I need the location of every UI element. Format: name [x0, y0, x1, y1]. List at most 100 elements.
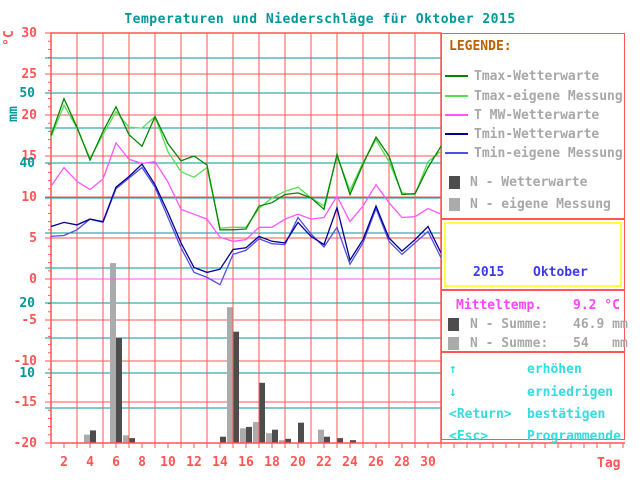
- temp-axis-label: 10: [21, 190, 37, 205]
- precip-sum-wetterwarte-row: N - Summe: 46.9 mm: [442, 317, 628, 333]
- precip-sum-label: N - Summe:: [470, 336, 549, 351]
- precip-axis-label: 20: [19, 296, 35, 311]
- legend-label: Tmin-Wetterwarte: [474, 126, 600, 142]
- tmin-wetterwarte-line-swatch: [445, 133, 468, 135]
- esc-key-label: <Esc>: [449, 429, 489, 444]
- precip-bar-wetterwarte: [324, 436, 330, 443]
- precip-bar-wetterwarte: [116, 338, 122, 443]
- page-title: Temperaturen und Niederschläge für Oktob…: [124, 12, 516, 27]
- key-hint-confirm: <Return> bestätigen: [449, 407, 606, 422]
- series-line-T-MW-Wetterwarte: [50, 141, 442, 242]
- arrow-down-icon: ↓: [449, 385, 457, 400]
- precip-sum-wetterwarte-value: 46.9 mm: [573, 317, 628, 332]
- day-axis-label: 28: [394, 455, 410, 470]
- precip-gridlines: [51, 57, 441, 409]
- legend-label: Tmax-eigene Messung: [474, 88, 623, 104]
- precip-sum-label: N - Summe:: [470, 317, 549, 332]
- precip-bar-eigene: [279, 440, 285, 443]
- temp-axis-label: 25: [21, 67, 37, 82]
- precip-bar-eigene: [227, 307, 233, 443]
- legend-label: N - Wetterwarte: [470, 174, 588, 190]
- day-axis-label: 30: [420, 455, 436, 470]
- key-hint-increase: ↑ erhöhen: [449, 362, 582, 377]
- keyboard-hints-panel: ↑ erhöhen ↓ erniedrigen <Return> bestäti…: [441, 352, 625, 444]
- stats-panel: Mitteltemp. 9.2 °C N - Summe: 46.9 mm N …: [441, 290, 628, 352]
- month-value: Oktober: [533, 265, 588, 280]
- legend-label: T MW-Wetterwarte: [474, 107, 600, 123]
- year-value: 2015: [473, 265, 505, 280]
- key-action-label: bestätigen: [527, 407, 606, 422]
- temp-unit-label: °C: [2, 30, 17, 46]
- precip-bar-wetterwarte: [233, 331, 239, 443]
- precip-sum-eigene-value: 54 mm: [573, 336, 628, 351]
- month-year-panel: 2015 Oktober: [441, 219, 625, 290]
- arrow-up-icon: ↑: [449, 362, 457, 377]
- precip-axis-label: 40: [19, 156, 35, 171]
- day-axis-label: 22: [316, 455, 332, 470]
- temp-axis-label: 20: [21, 108, 37, 123]
- n-wetterwarte-bar-swatch: [449, 175, 460, 189]
- precip-bar-eigene: [110, 263, 116, 443]
- key-action-label: erhöhen: [527, 362, 582, 377]
- precip-axis-label: 10: [19, 366, 35, 381]
- key-hint-exit: <Esc> Programmende: [449, 429, 621, 444]
- precip-bar-wetterwarte: [246, 426, 252, 443]
- precip-unit-label: mm: [6, 106, 21, 122]
- tmin-eigene-line-swatch: [445, 152, 468, 154]
- day-axis-label: 8: [138, 455, 146, 470]
- series-line-Tmax-eigene-Messung: [50, 103, 442, 229]
- mean-temp-row: Mitteltemp. 9.2 °C: [442, 298, 624, 314]
- legend-title: LEGENDE:: [449, 39, 512, 54]
- temp-axis-label: 30: [21, 26, 37, 41]
- temp-axis-label: -15: [14, 395, 37, 410]
- legend-item-tmax-wetterwarte: Tmax-Wetterwarte: [445, 68, 599, 84]
- legend-item-n-eigene: N - eigene Messung: [445, 196, 611, 212]
- mean-temp-label: Mitteltemp.: [456, 298, 543, 313]
- temp-axis-label: 0: [29, 272, 37, 287]
- day-axis-label: 16: [238, 455, 254, 470]
- day-axis-label: 26: [368, 455, 384, 470]
- return-key-label: <Return>: [449, 407, 512, 422]
- day-axis-label: 10: [160, 455, 176, 470]
- precip-bar-wetterwarte: [272, 429, 278, 443]
- precip-bar-wetterwarte: [298, 422, 304, 443]
- precip-bar-eigene: [266, 433, 272, 443]
- key-action-label: Programmende: [527, 429, 621, 444]
- legend-label: Tmax-Wetterwarte: [474, 68, 600, 84]
- day-axis-label: 14: [212, 455, 228, 470]
- month-year-inner-frame: 2015 Oktober: [444, 222, 622, 287]
- day-axis-label: 24: [342, 455, 358, 470]
- precip-bar-wetterwarte: [90, 430, 96, 443]
- tmax-wetterwarte-line-swatch: [445, 75, 468, 77]
- n-eigene-bar-swatch: [448, 337, 459, 350]
- precip-bar-eigene: [253, 422, 259, 443]
- day-axis-label: 2: [60, 455, 68, 470]
- x-axis-ticks: [50, 442, 625, 448]
- precip-bar-eigene: [123, 435, 129, 443]
- tmw-line-swatch: [445, 114, 468, 116]
- key-action-label: erniedrigen: [527, 385, 614, 400]
- n-wetterwarte-bar-swatch: [448, 318, 459, 331]
- precip-bar-eigene: [240, 428, 246, 443]
- day-axis-label: 12: [186, 455, 202, 470]
- series-line-Tmin-Wetterwarte: [50, 163, 442, 274]
- precip-bar-eigene: [84, 434, 90, 443]
- precip-bar-wetterwarte: [129, 438, 135, 443]
- legend-item-tmin-eigene: Tmin-eigene Messung: [445, 145, 623, 161]
- temp-axis-label: -5: [21, 313, 37, 328]
- legend-item-tmax-eigene: Tmax-eigene Messung: [445, 88, 623, 104]
- legend-label: Tmin-eigene Messung: [474, 145, 623, 161]
- precip-bar-wetterwarte: [350, 440, 356, 443]
- day-axis-label: 18: [264, 455, 280, 470]
- temp-axis-label: -10: [14, 354, 38, 369]
- day-axis-label: 6: [112, 455, 120, 470]
- day-axis-label: 4: [86, 455, 94, 470]
- precip-bars: [84, 263, 356, 443]
- legend-panel: LEGENDE: Tmax-Wetterwarte Tmax-eigene Me…: [441, 33, 625, 219]
- legend-label: N - eigene Messung: [470, 196, 611, 212]
- precip-bar-wetterwarte: [337, 438, 343, 443]
- y-axis-ticks: [45, 32, 51, 444]
